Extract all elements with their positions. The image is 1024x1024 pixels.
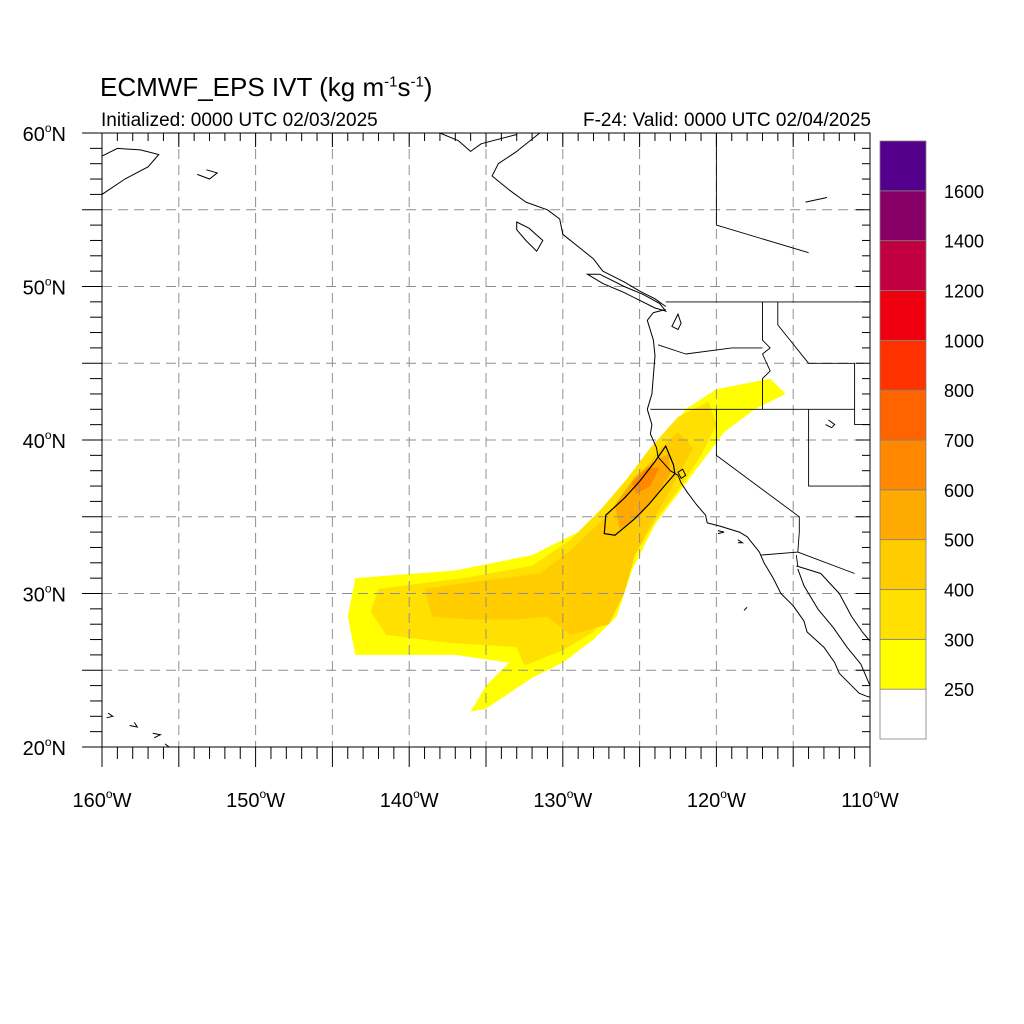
island-outline xyxy=(743,606,748,611)
colorbar-label: 1600 xyxy=(944,182,984,202)
state-border xyxy=(657,344,763,355)
lat-tick-label: 30oN xyxy=(23,582,66,607)
coastline xyxy=(491,133,666,307)
colorbar-box xyxy=(879,240,927,291)
state-border xyxy=(777,301,855,364)
island-outline xyxy=(805,197,828,203)
island-outline xyxy=(106,712,115,719)
coastline xyxy=(797,568,870,686)
state-border xyxy=(715,409,800,518)
colorbar-box xyxy=(879,589,927,640)
coastlines-borders xyxy=(102,133,870,747)
colorbar-label: 500 xyxy=(944,531,974,551)
island-outline xyxy=(102,147,160,195)
colorbar-box xyxy=(879,339,927,391)
colorbar-box xyxy=(879,439,927,491)
lon-tick-label: 150oW xyxy=(226,787,285,812)
island-outline xyxy=(164,743,170,747)
lon-tick-label: 110oW xyxy=(841,787,899,812)
island-outline xyxy=(825,419,836,429)
colorbar-label: 600 xyxy=(944,481,974,501)
colorbar-box xyxy=(879,489,927,541)
lon-tick-label: 160oW xyxy=(73,787,132,812)
lat-tick-label: 40oN xyxy=(23,428,66,453)
lat-lon-grid xyxy=(102,133,870,747)
state-border xyxy=(795,555,799,566)
colorbar-label: 250 xyxy=(944,680,974,700)
colorbar-label: 1000 xyxy=(944,331,984,351)
colorbar-label: 1400 xyxy=(944,232,984,252)
island-outline xyxy=(737,539,745,544)
state-border xyxy=(760,551,855,574)
colorbar-box xyxy=(879,539,927,590)
axes: 160oW 150oW 140oW 130oW 120oW 110oW 20oN 30oN 40… xyxy=(23,121,899,812)
state-border xyxy=(797,516,800,553)
init-time-label: Initialized: 0000 UTC 02/03/2025 xyxy=(101,110,378,131)
island-outline xyxy=(585,273,668,313)
state-border xyxy=(808,409,870,487)
colorbar-box xyxy=(879,638,927,690)
ivt-field xyxy=(347,378,786,712)
lat-tick-label: 20oN xyxy=(23,735,66,760)
ivt-fill-600 xyxy=(631,467,660,494)
lon-tick-label: 130oW xyxy=(533,787,592,812)
colorbar-box xyxy=(879,190,927,242)
lat-tick-label: 60oN xyxy=(23,121,66,146)
lat-tick-label: 50oN xyxy=(23,275,66,300)
chart-title: ECMWF_EPS IVT (kg m-1s-1) xyxy=(100,72,433,102)
coastline xyxy=(439,133,517,152)
state-border xyxy=(854,363,870,426)
colorbar-box xyxy=(879,140,927,192)
valid-time-label: F-24: Valid: 0000 UTC 02/04/2025 xyxy=(583,110,871,131)
colorbar-box xyxy=(879,389,927,441)
colorbar-label: 1200 xyxy=(944,282,984,302)
state-border xyxy=(762,301,771,410)
ivt-fill-400 xyxy=(424,432,694,635)
state-border xyxy=(715,133,809,254)
island-outline xyxy=(197,169,219,180)
colorbar-label: 800 xyxy=(944,381,974,401)
colorbar-label: 300 xyxy=(944,630,974,650)
ivt-contour-line xyxy=(603,444,676,536)
island-outline xyxy=(516,221,544,253)
lon-tick-label: 120oW xyxy=(687,787,746,812)
island-outline xyxy=(717,530,725,535)
coastline xyxy=(646,309,870,698)
ivt-contour xyxy=(603,444,676,536)
bay-outline xyxy=(671,312,682,331)
bay-outline xyxy=(677,468,687,480)
island-outline xyxy=(152,732,162,739)
colorbar-label: 400 xyxy=(944,581,974,601)
coastline xyxy=(796,565,870,642)
colorbar-box xyxy=(879,688,927,740)
colorbar-label: 700 xyxy=(944,431,974,451)
ivt-fill-300 xyxy=(370,401,717,666)
colorbar: 250 300 400 500 600 700 800 1000 1200 1400 1600 xyxy=(879,140,984,740)
colorbar-box xyxy=(879,290,927,341)
island-outline xyxy=(129,722,139,728)
lon-tick-label: 140oW xyxy=(380,787,439,812)
